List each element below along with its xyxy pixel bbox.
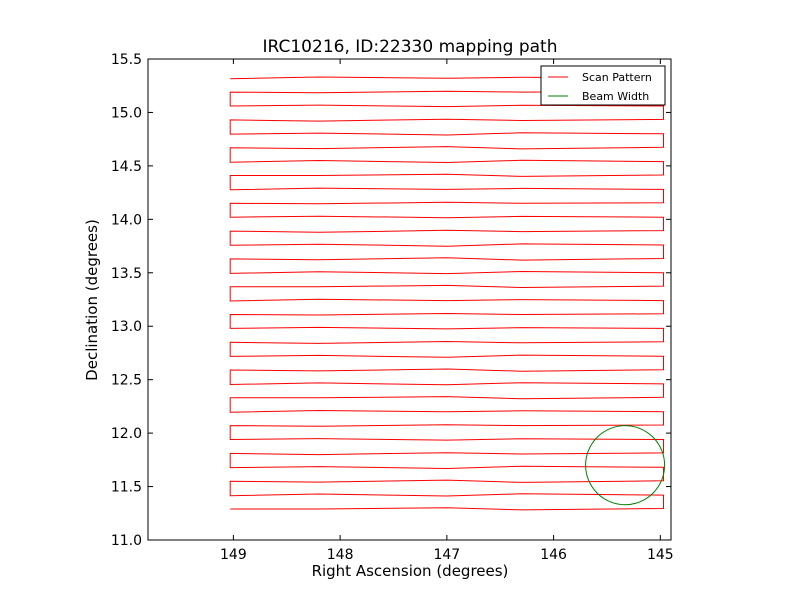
x-tick-label: 146 — [540, 547, 567, 563]
y-tick-label: 15.5 — [111, 52, 142, 68]
scan-pattern-line — [229, 76, 664, 511]
legend-label-scan-pattern: Scan Pattern — [582, 71, 652, 84]
y-tick-label: 12.0 — [111, 426, 142, 442]
beam-width-circle — [585, 425, 666, 506]
chart-title: IRC10216, ID:22330 mapping path — [263, 37, 558, 57]
x-axis: 149 148 147 146 145 — [220, 59, 674, 563]
x-axis-label: Right Ascension (degrees) — [312, 562, 509, 580]
y-tick-label: 13.0 — [111, 319, 142, 335]
y-tick-label: 11.0 — [111, 533, 142, 549]
legend-box — [540, 65, 666, 106]
x-tick-label: 145 — [647, 547, 674, 563]
y-axis: 11.0 11.5 12.0 12.5 13.0 13.5 14.0 14.5 15.0 15.5 — [111, 52, 671, 549]
y-tick-label: 11.5 — [111, 480, 142, 496]
beam-width-series — [585, 425, 666, 506]
y-tick-label: 14.0 — [111, 212, 142, 228]
x-tick-label: 147 — [433, 547, 460, 563]
x-tick-label: 149 — [220, 547, 247, 563]
legend: Scan Pattern Beam Width — [540, 65, 666, 106]
y-tick-label: 14.5 — [111, 159, 142, 175]
legend-label-beam-width: Beam Width — [582, 90, 649, 103]
scan-pattern-series — [229, 76, 664, 511]
y-axis-label: Declination (degrees) — [83, 219, 101, 381]
y-tick-label: 15.0 — [111, 105, 142, 121]
y-tick-label: 12.5 — [111, 373, 142, 389]
plot-frame — [147, 58, 672, 541]
x-tick-label: 148 — [327, 547, 354, 563]
y-tick-label: 13.5 — [111, 266, 142, 282]
